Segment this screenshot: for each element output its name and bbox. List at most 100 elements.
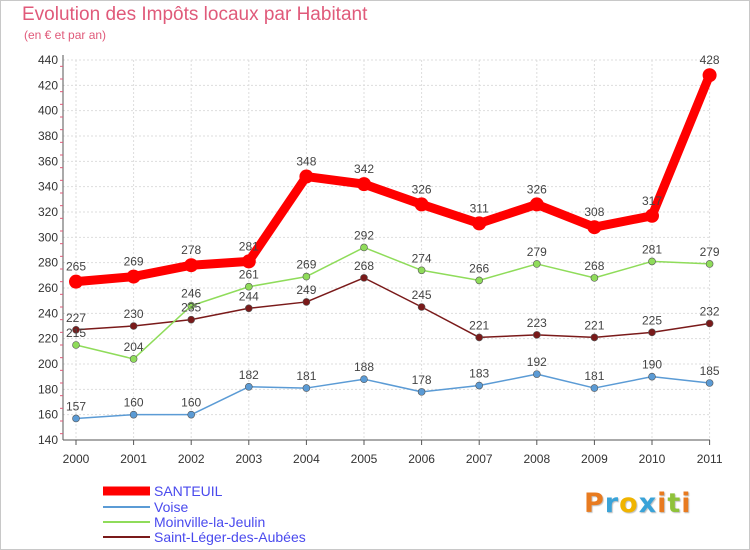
data-point <box>645 208 659 223</box>
data-point <box>187 410 195 419</box>
data-point <box>702 68 717 83</box>
x-tick-label: 2009 <box>581 452 608 466</box>
data-point <box>187 315 195 324</box>
data-label: 221 <box>469 318 489 332</box>
y-tick-label: 440 <box>38 53 58 67</box>
data-point <box>72 341 80 349</box>
data-label: 266 <box>469 261 489 275</box>
data-label: 188 <box>354 360 374 374</box>
data-label: 317 <box>642 194 662 208</box>
x-tick-label: 2007 <box>466 452 493 466</box>
data-point <box>184 258 199 273</box>
data-point <box>648 328 656 337</box>
data-point <box>590 384 599 392</box>
y-tick-label: 180 <box>38 382 58 396</box>
data-label: 221 <box>584 318 604 332</box>
data-point <box>648 257 656 266</box>
data-point <box>705 260 714 268</box>
logo-letter: r <box>604 488 620 519</box>
data-point <box>302 298 311 306</box>
data-label: 326 <box>412 182 432 196</box>
data-point <box>187 301 195 310</box>
data-point <box>72 414 80 423</box>
data-label: 245 <box>412 288 432 302</box>
data-point <box>705 319 714 328</box>
data-label: 215 <box>66 326 86 340</box>
legend-label: Voise <box>154 499 188 515</box>
data-label: 281 <box>642 242 662 256</box>
data-label: 185 <box>700 364 720 378</box>
legend-label: Moinville-la-Jeulin <box>154 514 265 530</box>
logo-letter: t <box>667 488 682 519</box>
data-label: 181 <box>584 369 604 383</box>
logo-letter: i <box>657 488 668 519</box>
x-tick-label: 2008 <box>523 452 550 466</box>
data-point <box>648 372 656 381</box>
y-tick-label: 360 <box>38 154 58 168</box>
data-point <box>129 322 138 330</box>
x-tick-label: 2004 <box>293 452 320 466</box>
y-tick-label: 220 <box>38 332 58 346</box>
legend-label: SANTEUIL <box>154 483 223 499</box>
y-tick-label: 340 <box>38 180 58 194</box>
data-label: 181 <box>296 369 316 383</box>
data-point <box>360 274 368 282</box>
data-point <box>532 260 541 268</box>
y-tick-label: 260 <box>38 281 58 295</box>
x-tick-label: 2005 <box>351 452 378 466</box>
data-point <box>245 282 253 291</box>
data-point <box>414 197 429 212</box>
logo-letter: i <box>681 488 692 519</box>
data-label: 348 <box>296 155 316 169</box>
data-label: 308 <box>584 205 604 219</box>
data-point <box>532 331 541 339</box>
data-label: 190 <box>642 358 662 372</box>
x-tick-label: 2001 <box>120 452 147 466</box>
data-point <box>472 216 487 231</box>
data-point <box>417 303 426 311</box>
data-label: 192 <box>527 355 547 369</box>
x-tick-label: 2003 <box>235 452 262 466</box>
data-point <box>357 177 371 192</box>
data-label: 244 <box>239 289 259 303</box>
data-label: 269 <box>296 258 316 272</box>
data-label: 182 <box>239 368 259 382</box>
series-line-Moinville-la-Jeulin <box>75 246 711 360</box>
data-point <box>302 384 311 392</box>
data-label: 160 <box>181 396 201 410</box>
data-point <box>475 276 484 285</box>
data-label: 292 <box>354 228 374 242</box>
legend-label: Saint-Léger-des-Aubées <box>154 529 306 545</box>
x-tick-label: 2002 <box>178 452 205 466</box>
data-point <box>241 254 256 269</box>
data-label: 274 <box>412 251 432 265</box>
data-point <box>532 370 541 378</box>
data-label: 249 <box>296 283 316 297</box>
data-label: 246 <box>181 287 201 301</box>
x-tick-label: 2011 <box>697 452 723 466</box>
data-label: 269 <box>124 255 144 269</box>
data-label: 232 <box>700 304 720 318</box>
data-point <box>529 197 544 212</box>
data-point <box>705 379 714 387</box>
logo-letter: P <box>584 488 605 519</box>
data-point <box>360 375 368 384</box>
data-point <box>417 388 426 396</box>
data-label: 342 <box>354 162 374 176</box>
data-label: 261 <box>239 268 259 282</box>
data-label: 223 <box>527 316 547 330</box>
data-point <box>69 274 83 289</box>
data-point <box>417 266 426 275</box>
x-tick-label: 2010 <box>639 452 666 466</box>
data-point <box>302 272 311 281</box>
series-line-Saint-Léger-des-Aubées <box>75 277 711 339</box>
data-point <box>475 333 484 342</box>
data-label: 311 <box>470 201 489 215</box>
data-label: 326 <box>527 182 547 196</box>
chart-subtitle: (en € et par an) <box>24 28 107 42</box>
y-tick-label: 380 <box>38 129 58 143</box>
data-point <box>72 325 80 334</box>
data-label: 183 <box>469 367 489 381</box>
y-tick-label: 240 <box>38 306 58 320</box>
